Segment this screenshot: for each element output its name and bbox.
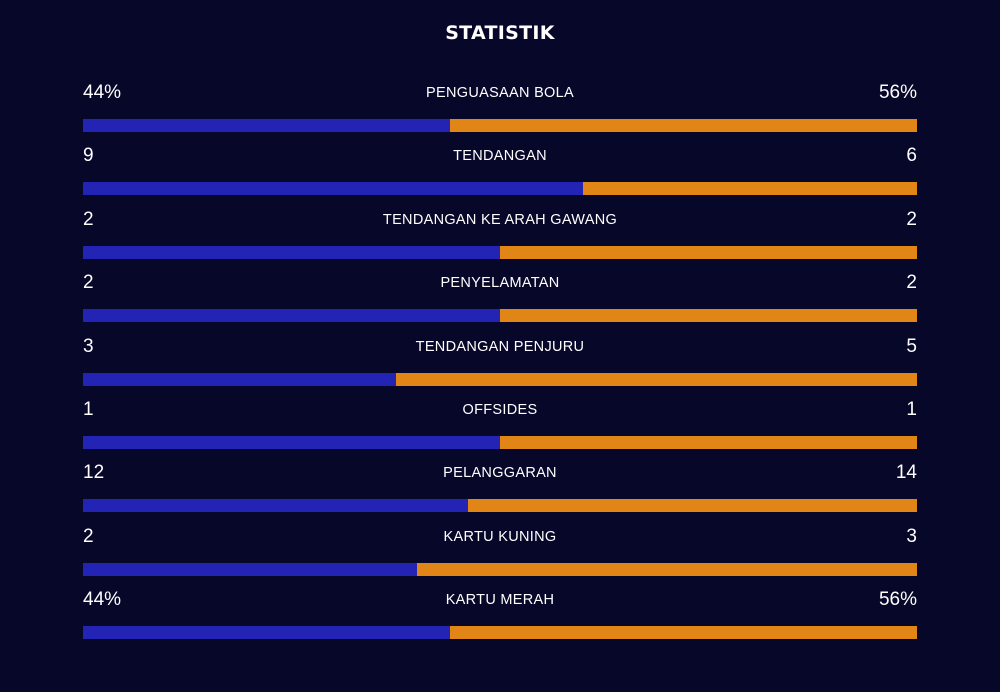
stat-bar-home	[83, 372, 396, 386]
stat-bar-home	[83, 499, 468, 513]
stat-row: 44% PENGUASAAN BOLA 56%	[83, 80, 917, 143]
stat-bar-home	[83, 182, 584, 196]
stat-bar-away	[395, 372, 917, 386]
stat-bar	[83, 245, 917, 259]
stat-row: 44% KARTU MERAH 56%	[83, 587, 917, 650]
stat-bar-away	[500, 309, 917, 323]
stat-label: PENGUASAAN BOLA	[426, 85, 574, 101]
stat-row: 3 TENDANGAN PENJURU 5	[83, 334, 917, 397]
stat-bar-home	[83, 309, 500, 323]
stat-bar-home	[83, 245, 500, 259]
stat-label: TENDANGAN PENJURU	[415, 338, 585, 355]
stat-home-value: 12	[83, 462, 105, 484]
stat-label: TENDANGAN KE ARAH GAWANG	[382, 211, 618, 228]
stat-row: 1 OFFSIDES 1	[83, 397, 917, 460]
stat-bar	[83, 309, 917, 323]
stat-bar	[83, 435, 917, 449]
stat-bar-away	[449, 119, 917, 132]
stat-bar-away	[500, 245, 917, 259]
stat-away-value: 3	[906, 525, 917, 547]
stat-bar	[83, 626, 917, 640]
stat-header: 44% PENGUASAAN BOLA 56%	[83, 80, 917, 106]
stat-label: KARTU KUNING	[443, 528, 557, 545]
stat-bar-home	[83, 562, 417, 576]
stat-away-value: 1	[906, 398, 917, 420]
stat-header: 2 PENYELAMATAN 2	[83, 270, 917, 296]
stat-header: 44% KARTU MERAH 56%	[83, 587, 917, 613]
stat-label: KARTU MERAH	[445, 592, 555, 609]
stat-away-value: 56%	[878, 82, 917, 103]
stat-away-value: 14	[895, 462, 917, 484]
stat-row: 2 PENYELAMATAN 2	[83, 270, 917, 333]
stat-home-value: 1	[83, 398, 94, 420]
stat-label: PELANGGARAN	[443, 465, 557, 482]
stat-bar	[83, 119, 917, 132]
stat-bar-away	[449, 626, 917, 640]
stat-away-value: 6	[906, 145, 917, 167]
stat-home-value: 2	[83, 272, 94, 294]
stat-header: 3 TENDANGAN PENJURU 5	[83, 334, 917, 360]
stat-home-value: 2	[83, 525, 94, 547]
page-title: STATISTIK	[445, 22, 555, 44]
stat-header: 1 OFFSIDES 1	[83, 397, 917, 423]
stat-home-value: 44%	[83, 589, 122, 611]
stat-row: 12 PELANGGARAN 14	[83, 460, 917, 523]
stat-header: 2 TENDANGAN KE ARAH GAWANG 2	[83, 207, 917, 233]
stat-bar-away	[583, 182, 917, 196]
stat-header: 12 PELANGGARAN 14	[83, 460, 917, 486]
stat-away-value: 5	[906, 335, 917, 357]
stat-bar	[83, 372, 917, 386]
stat-away-value: 2	[906, 208, 917, 230]
stat-away-value: 2	[906, 272, 917, 294]
stat-bar-home	[83, 119, 450, 132]
stat-home-value: 9	[83, 145, 94, 167]
stat-label: PENYELAMATAN	[440, 275, 560, 292]
stat-home-value: 2	[83, 208, 94, 230]
stat-bar	[83, 499, 917, 513]
stat-row: 2 KARTU KUNING 3	[83, 524, 917, 587]
stat-away-value: 56%	[878, 589, 917, 611]
stat-home-value: 3	[83, 335, 94, 357]
stat-bar-away	[500, 435, 917, 449]
stat-bar	[83, 562, 917, 576]
stat-bar-away	[467, 499, 917, 513]
stat-label: TENDANGAN	[453, 148, 547, 165]
stat-row: 9 TENDANGAN 6	[83, 143, 917, 206]
stat-label: OFFSIDES	[462, 401, 538, 418]
stats-list: 44% PENGUASAAN BOLA 56% 9 TENDANGAN 6 2 TENDANG…	[83, 80, 917, 651]
stat-bar-away	[416, 562, 917, 576]
stat-bar	[83, 182, 917, 196]
stat-home-value: 44%	[83, 82, 122, 103]
stat-bar-home	[83, 435, 500, 449]
stat-header: 9 TENDANGAN 6	[83, 143, 917, 169]
stat-row: 2 TENDANGAN KE ARAH GAWANG 2	[83, 207, 917, 270]
stat-bar-home	[83, 626, 450, 640]
stat-header: 2 KARTU KUNING 3	[83, 524, 917, 550]
